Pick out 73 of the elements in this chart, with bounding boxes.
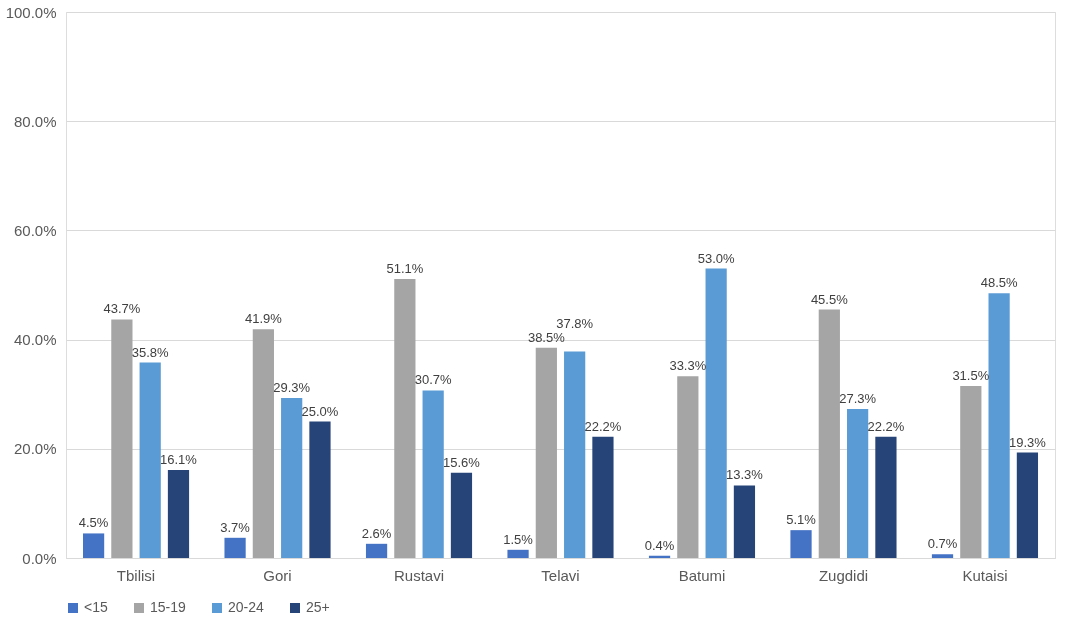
legend-label: 20-24 (228, 599, 265, 615)
text: 22.2% (867, 418, 905, 434)
text: 38.5% (527, 329, 565, 345)
x-tick-label: Telavi (541, 566, 580, 584)
text: 4.5% (78, 515, 109, 531)
x-tick-label: Zugdidi (818, 566, 869, 584)
text: 31.5% (952, 368, 990, 384)
bar (818, 309, 840, 558)
bar (422, 390, 444, 558)
text: 51.1% (386, 260, 424, 276)
bar (790, 530, 812, 558)
text: 30.7% (414, 372, 452, 388)
text: 41.9% (244, 311, 282, 327)
bar (394, 278, 416, 558)
text: 5.1% (786, 512, 816, 528)
text: 3.7% (220, 519, 250, 535)
text: 43.7% (103, 301, 141, 317)
legend-label: <15 (84, 599, 108, 615)
y-tick-label: 80.0% (13, 112, 57, 130)
bar (705, 268, 727, 558)
text: 35.8% (131, 344, 169, 360)
text: 33.3% (669, 358, 707, 374)
text: 25.0% (301, 403, 339, 419)
bar (564, 351, 586, 558)
text: 0.4% (644, 537, 675, 553)
legend-label: 25+ (306, 599, 330, 615)
bar (224, 537, 246, 558)
bar (167, 470, 190, 558)
x-tick-label: Gori (263, 566, 292, 584)
bar (988, 293, 1010, 558)
bar (535, 347, 557, 558)
bar (960, 386, 982, 558)
text: 15.6% (443, 454, 480, 470)
text: 48.5% (980, 275, 1018, 291)
bar (592, 436, 614, 558)
bar (677, 376, 699, 558)
bar (450, 472, 473, 558)
text: 53.0% (697, 250, 735, 266)
y-tick-label: 60.0% (13, 221, 57, 239)
text: 45.5% (810, 291, 848, 307)
y-tick-label: 20.0% (13, 440, 57, 458)
text: 19.3% (1008, 434, 1046, 450)
y-tick-label: 0.0% (22, 549, 57, 567)
bar (875, 436, 897, 558)
bar (733, 485, 756, 558)
bar (648, 555, 671, 558)
y-tick-label: 100.0% (5, 3, 57, 21)
bar (111, 319, 133, 558)
text: 13.3% (726, 467, 763, 483)
bar (139, 362, 161, 558)
text: 27.3% (839, 390, 877, 406)
bar (847, 408, 869, 558)
bar (507, 549, 529, 558)
x-tick-label: Tbilisi (116, 566, 156, 584)
legend-label: 15-19 (150, 599, 187, 615)
text: 29.3% (273, 380, 311, 396)
bar (252, 329, 274, 558)
text: 1.5% (503, 531, 533, 547)
x-tick-label: Kutaisi (962, 566, 1008, 584)
text: 2.6% (361, 525, 392, 541)
text: 37.8% (556, 315, 594, 331)
bar (1016, 452, 1039, 558)
y-tick-label: 40.0% (13, 331, 57, 349)
text: 22.2% (584, 418, 622, 434)
bar (309, 421, 331, 558)
bar (281, 398, 303, 558)
x-tick-label: Batumi (678, 566, 726, 584)
x-tick-label: Rustavi (394, 566, 445, 584)
bar (82, 533, 105, 558)
bar (365, 543, 388, 558)
text: 16.1% (160, 452, 197, 468)
bar (931, 554, 954, 558)
text: 0.7% (927, 536, 958, 552)
